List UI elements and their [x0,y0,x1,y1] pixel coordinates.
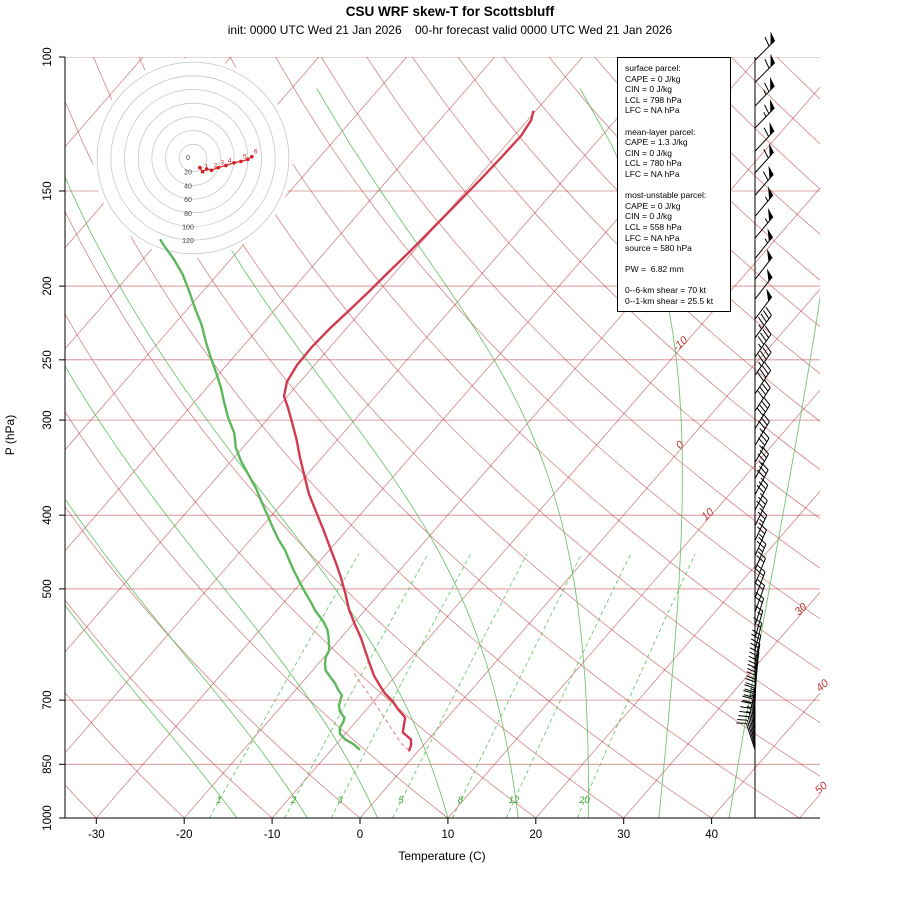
hodograph-km-label: 2 [213,162,217,169]
info-line: CAPE = 1.3 J/kg [625,137,688,148]
dewpoint-trace [159,238,361,751]
hodograph-km-label: 6 [254,149,258,156]
hodograph-trace [199,156,253,173]
info-line: CIN = 0 J/kg [625,147,673,158]
y-tick-label: 100 [42,47,54,66]
y-tick-label: 700 [42,691,54,710]
hodograph-ring-label: 60 [184,197,192,204]
y-tick-label: 200 [42,276,54,295]
info-line: CAPE = 0 J/kg [625,200,681,211]
mixing-ratio-label: 1 [216,795,221,806]
hodograph-ring-label: 40 [184,183,192,190]
info-line: LCL = 558 hPa [625,221,682,232]
mixing-ratio-label: 3 [337,795,343,806]
mixing-ratio-label: 12 [509,795,520,806]
y-axis-label: P (hPa) [3,414,17,456]
info-line: surface parcel: [625,63,681,73]
temperature-trace [282,110,535,752]
y-tick-label: 850 [42,755,54,774]
info-line: mean-layer parcel: [625,126,696,137]
mixing-ratio-label: 20 [578,795,590,806]
isotherm-label: 40 [814,677,832,695]
x-tick-label: 40 [705,829,718,841]
y-tick-label: 400 [42,506,54,525]
mixing-ratio-label: 8 [458,795,464,806]
x-tick-label: 30 [617,829,630,841]
y-tick-label: 1000 [42,805,54,831]
info-line: CAPE = 0 J/kg [625,73,681,84]
info-line: LFC = NA hPa [625,168,680,179]
pressure-grid-lines [65,57,820,818]
info-line: LCL = 798 hPa [625,94,682,105]
info-line: LFC = NA hPa [625,232,680,243]
y-tick-label: 500 [42,579,54,598]
hodograph-ring-label: 120 [182,238,194,245]
info-line: 0--1-km shear = 25.5 kt [625,296,714,307]
hodograph-km-label: 4 [228,158,232,165]
info-line: PW = 6.82 mm [625,264,684,275]
chart-subtitle: init: 0000 UTC Wed 21 Jan 2026 00-hr for… [227,23,673,37]
mixing-ratio-lines [209,553,696,818]
x-tick-label: 10 [442,829,455,841]
y-tick-label: 150 [42,181,54,200]
mixing-ratio-label: 5 [398,795,404,806]
info-line: most-unstable parcel: [625,190,707,201]
isotherm-label: 50 [813,779,831,797]
hodograph-km-label: 3 [220,160,224,167]
x-tick-label: 0 [357,829,363,841]
x-tick-label: 20 [529,829,542,841]
info-line: LFC = NA hPa [625,105,680,116]
info-line: CIN = 0 J/kg [625,211,673,222]
hodograph-ring-label: 20 [184,170,192,177]
isotherm-label: 0 [674,438,687,452]
sounding-traces [159,110,535,752]
hodograph: 020406080100120123456 [93,58,293,258]
hodograph-origin-label: 0 [186,155,190,162]
info-line: 0--6-km shear = 70 kt [625,285,707,296]
moist-adiabat-lines [65,88,820,818]
y-tick-label: 300 [42,410,54,429]
parcel-trace [351,670,410,751]
isotherm-label: 10 [699,505,717,523]
info-line: source = 580 hPa [625,243,692,254]
mixing-ratio-labels: 1 2 3 5 8 12 20 [216,795,590,806]
info-line: CIN = 0 J/kg [625,84,673,95]
x-axis-label: Temperature (C) [398,849,486,863]
x-tick-label: -30 [88,829,105,841]
hodograph-ring-label: 100 [182,225,194,232]
info-line: LCL = 780 hPa [625,158,682,169]
y-tick-label: 250 [42,350,54,369]
wind-barbs [736,31,776,818]
x-tick-label: -10 [264,829,281,841]
mixing-ratio-label: 2 [290,795,297,806]
chart-title: CSU WRF skew-T for Scottsbluff [345,4,555,19]
isotherm-label: 30 [792,601,810,619]
hodograph-ring-label: 80 [184,211,192,218]
x-tick-label: -20 [176,829,193,841]
parcel-info-box: surface parcel: CAPE = 0 J/kg CIN = 0 J/kg… [617,57,731,312]
hodograph-km-label: 5 [243,153,247,160]
